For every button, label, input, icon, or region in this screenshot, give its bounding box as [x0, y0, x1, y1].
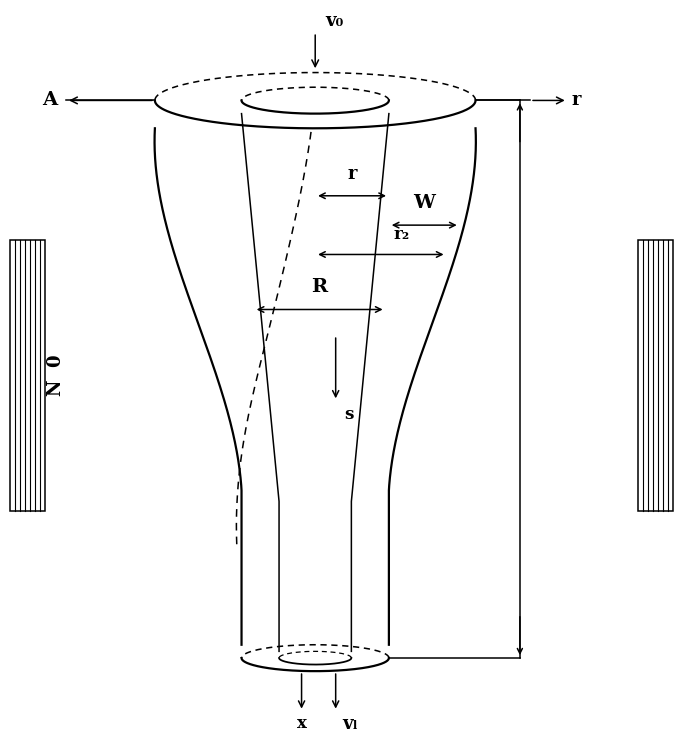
Text: R: R	[312, 279, 327, 296]
Text: s: s	[344, 406, 353, 423]
Bar	[638, 239, 673, 511]
Text: vₗ: vₗ	[342, 715, 358, 733]
Bar	[10, 239, 45, 511]
Text: v₀: v₀	[325, 12, 344, 30]
Text: W: W	[413, 194, 435, 212]
Text: A: A	[42, 92, 58, 109]
Text: N  0: N 0	[47, 355, 65, 396]
Text: x: x	[297, 715, 306, 732]
Text: r: r	[347, 165, 357, 183]
Text: r: r	[571, 92, 581, 109]
Text: r₂: r₂	[393, 225, 410, 242]
